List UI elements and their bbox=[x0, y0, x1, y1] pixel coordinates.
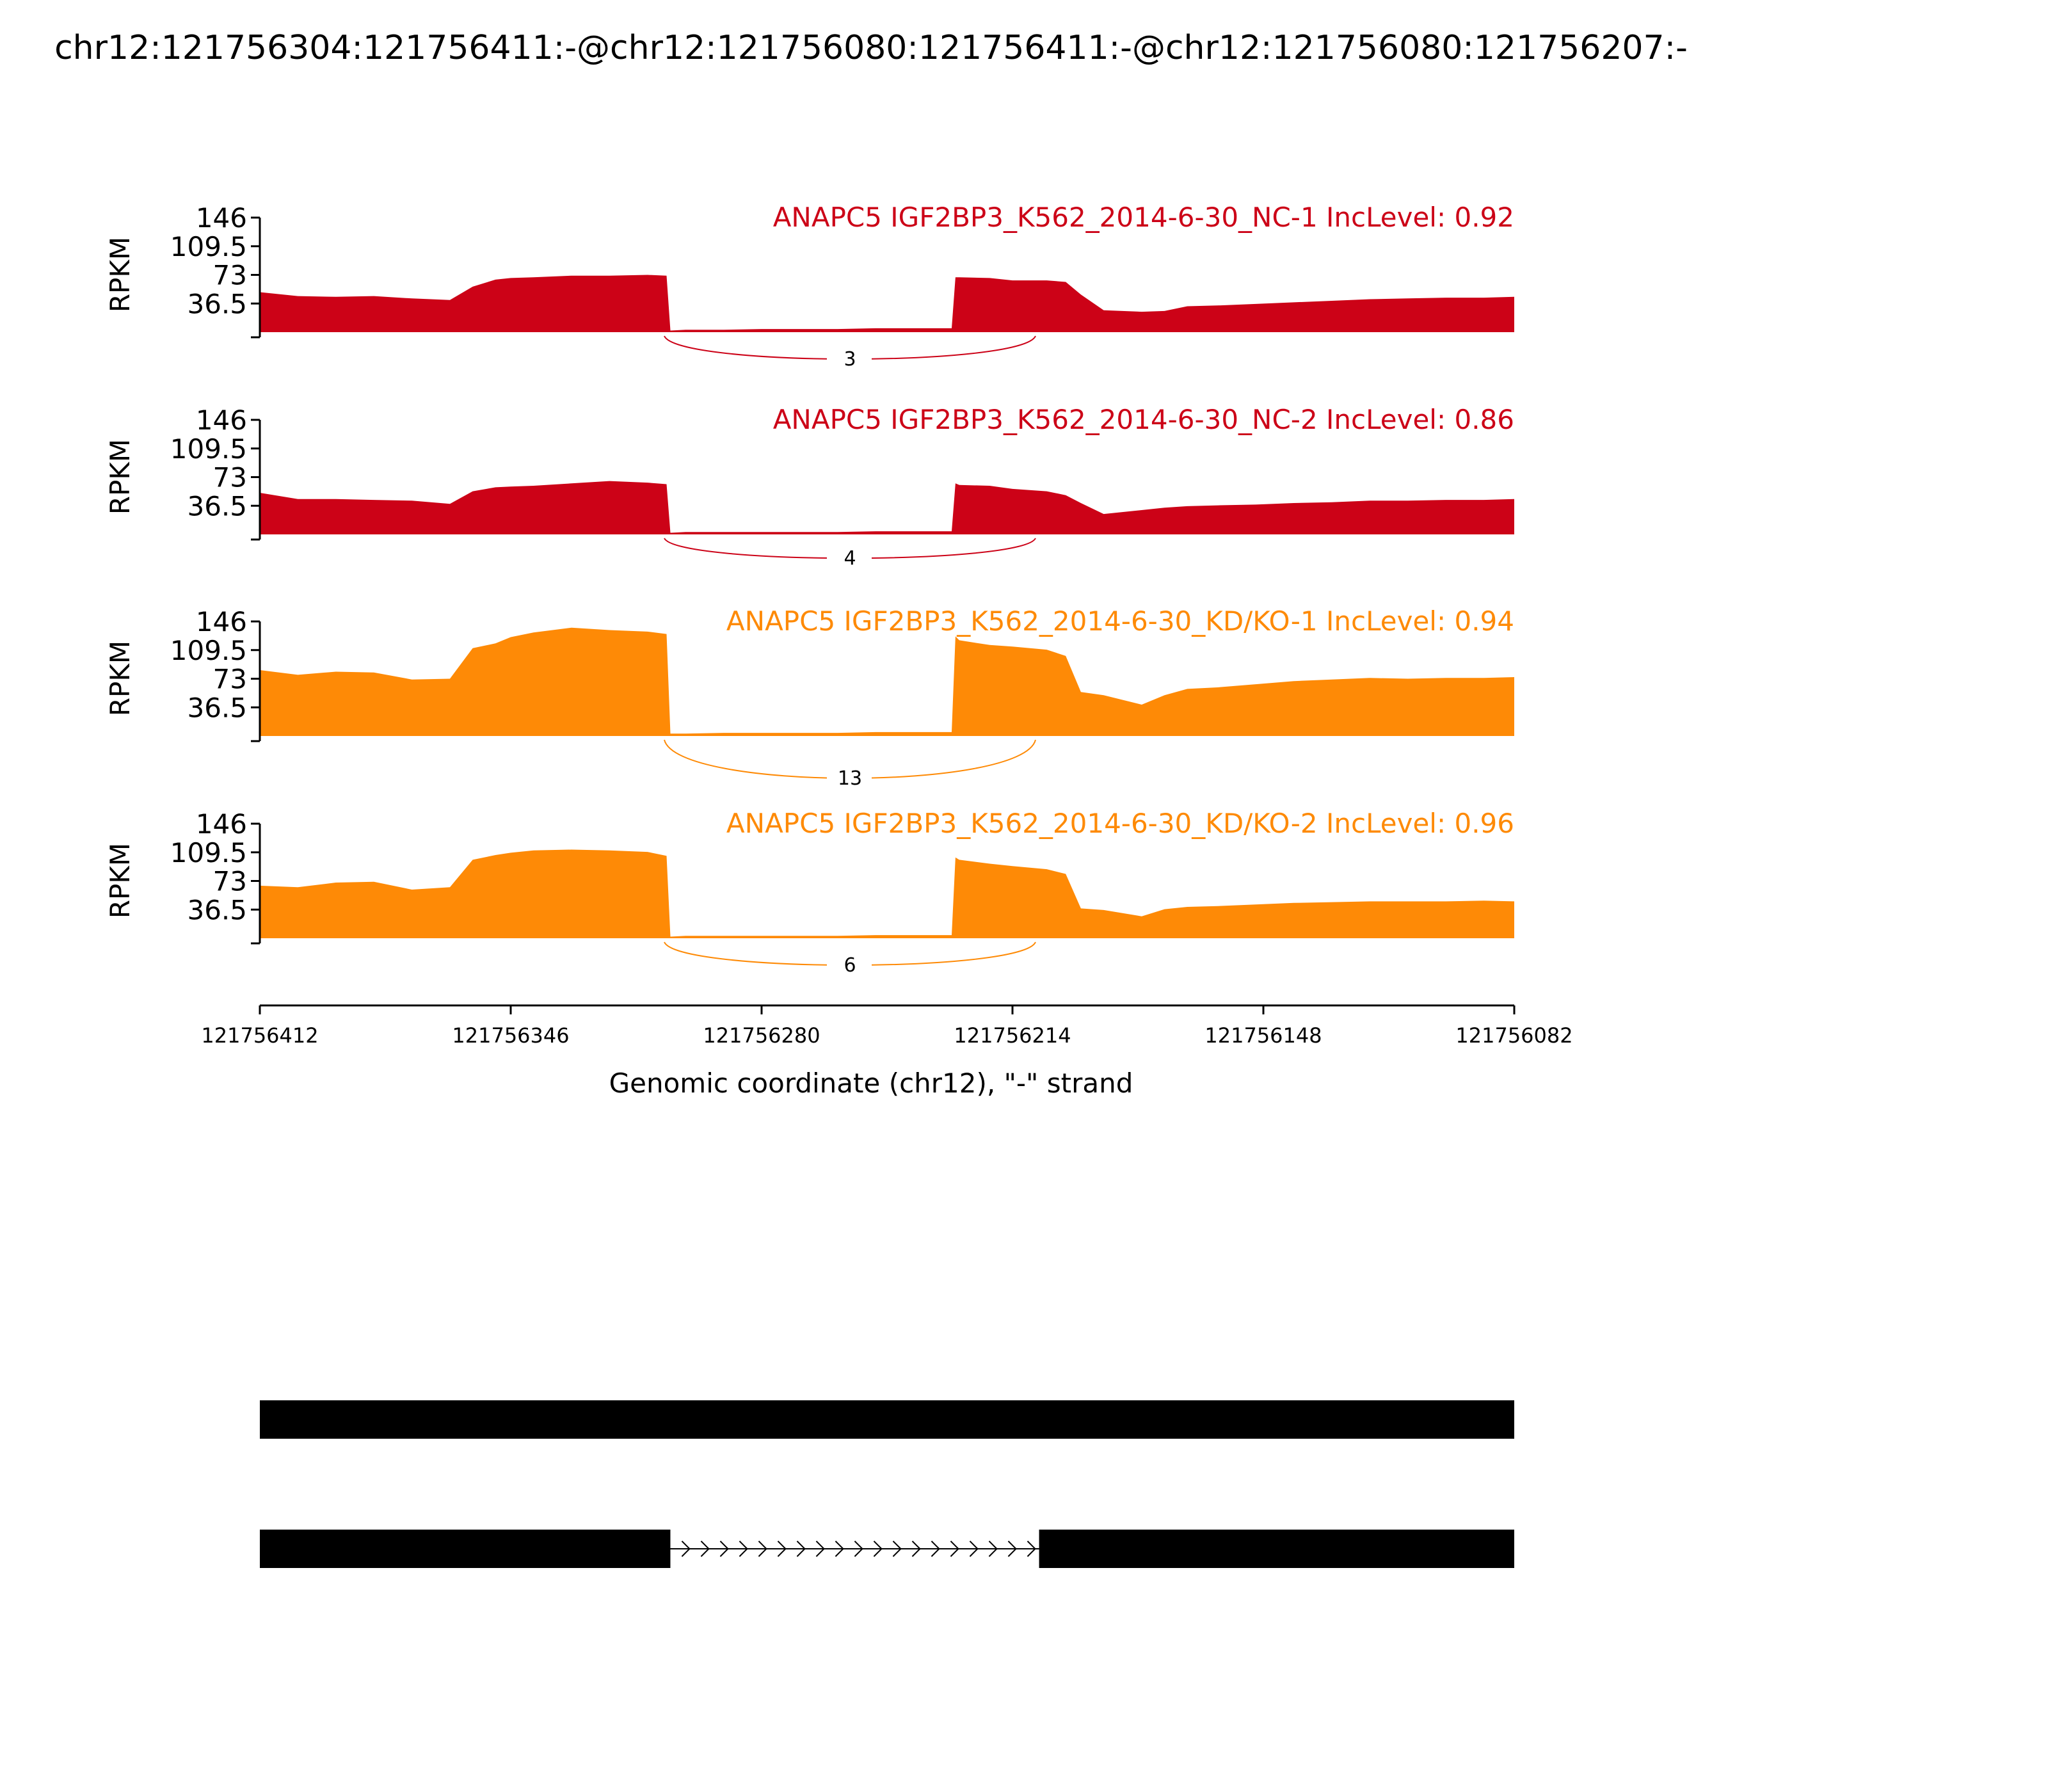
y-tick-label: 36.5 bbox=[187, 490, 247, 522]
coverage-area bbox=[260, 849, 1514, 938]
junction-count: 13 bbox=[838, 767, 862, 790]
y-tick-label: 36.5 bbox=[187, 894, 247, 925]
series-label: ANAPC5 IGF2BP3_K562_2014-6-30_KD/KO-1 In… bbox=[726, 605, 1514, 637]
x-tick-label: 121756082 bbox=[1455, 1023, 1572, 1048]
x-axis-label: Genomic coordinate (chr12), "-" strand bbox=[609, 1068, 1133, 1099]
y-tick-label: 146 bbox=[196, 808, 247, 840]
y-tick-label: 109.5 bbox=[170, 635, 247, 666]
y-axis-label: RPKM bbox=[104, 641, 136, 716]
series-label: ANAPC5 IGF2BP3_K562_2014-6-30_KD/KO-2 In… bbox=[726, 808, 1514, 839]
y-axis-label: RPKM bbox=[104, 439, 136, 515]
x-tick-label: 121756148 bbox=[1204, 1023, 1322, 1048]
x-axis: 121756412 121756346 121756280 121756214 1217… bbox=[201, 1004, 1573, 1048]
junction-count-background bbox=[827, 545, 872, 572]
strand-chevron bbox=[950, 1540, 959, 1557]
y-tick-label: 73 bbox=[213, 664, 247, 695]
strand-chevron bbox=[931, 1540, 940, 1557]
junction-count-background bbox=[827, 765, 872, 791]
x-tick-label: 121756280 bbox=[703, 1023, 820, 1048]
x-tick-label: 121756214 bbox=[954, 1023, 1071, 1048]
strand-chevron bbox=[988, 1540, 998, 1557]
series-label: ANAPC5 IGF2BP3_K562_2014-6-30_NC-2 IncLe… bbox=[773, 404, 1514, 435]
strand-chevron bbox=[873, 1540, 883, 1557]
strand-chevron bbox=[681, 1540, 691, 1557]
strand-chevron bbox=[892, 1540, 902, 1557]
coverage-area bbox=[260, 481, 1514, 534]
strand-chevron bbox=[911, 1540, 921, 1557]
y-tick-label: 109.5 bbox=[170, 433, 247, 465]
exon-block bbox=[260, 1530, 671, 1568]
strand-chevron bbox=[719, 1540, 729, 1557]
y-tick-label: 146 bbox=[196, 202, 247, 234]
strand-chevron bbox=[758, 1540, 767, 1557]
strand-chevron bbox=[835, 1540, 844, 1557]
gene-models bbox=[260, 1400, 1514, 1568]
series-label: ANAPC5 IGF2BP3_K562_2014-6-30_NC-1 IncLe… bbox=[773, 202, 1514, 233]
junction-count-background bbox=[827, 952, 872, 978]
junction-count: 3 bbox=[844, 348, 856, 371]
gene-model bbox=[260, 1530, 1514, 1568]
strand-chevron bbox=[1007, 1540, 1017, 1557]
y-tick-label: 109.5 bbox=[170, 837, 247, 868]
strand-chevron bbox=[796, 1540, 806, 1557]
y-tick-label: 146 bbox=[196, 606, 247, 637]
junction-count-background bbox=[827, 346, 872, 372]
strand-chevron bbox=[815, 1540, 825, 1557]
strand-chevron bbox=[739, 1540, 748, 1557]
y-tick-label: 146 bbox=[196, 404, 247, 436]
junction-count: 6 bbox=[844, 954, 856, 977]
strand-chevron bbox=[854, 1540, 863, 1557]
y-axis-label: RPKM bbox=[104, 237, 136, 312]
coverage-area bbox=[260, 627, 1514, 736]
y-tick-label: 73 bbox=[213, 462, 247, 493]
exon-block bbox=[1039, 1530, 1514, 1568]
junction-count: 4 bbox=[844, 547, 856, 570]
y-axis-label: RPKM bbox=[104, 843, 136, 918]
exon-block bbox=[260, 1400, 1514, 1439]
y-tick-label: 73 bbox=[213, 260, 247, 291]
chart-title: chr12:121756304:121756411:-@chr12:121756… bbox=[54, 29, 1688, 67]
coverage-area bbox=[260, 275, 1514, 332]
strand-chevron bbox=[1027, 1540, 1036, 1557]
y-tick-label: 36.5 bbox=[187, 692, 247, 723]
strand-chevron bbox=[969, 1540, 979, 1557]
x-tick-label: 121756412 bbox=[201, 1023, 318, 1048]
strand-chevron bbox=[700, 1540, 710, 1557]
x-tick-label: 121756346 bbox=[452, 1023, 569, 1048]
strand-chevron bbox=[777, 1540, 787, 1557]
y-tick-label: 73 bbox=[213, 866, 247, 897]
y-tick-label: 36.5 bbox=[187, 288, 247, 319]
y-tick-label: 109.5 bbox=[170, 231, 247, 262]
gene-model bbox=[260, 1400, 1514, 1439]
